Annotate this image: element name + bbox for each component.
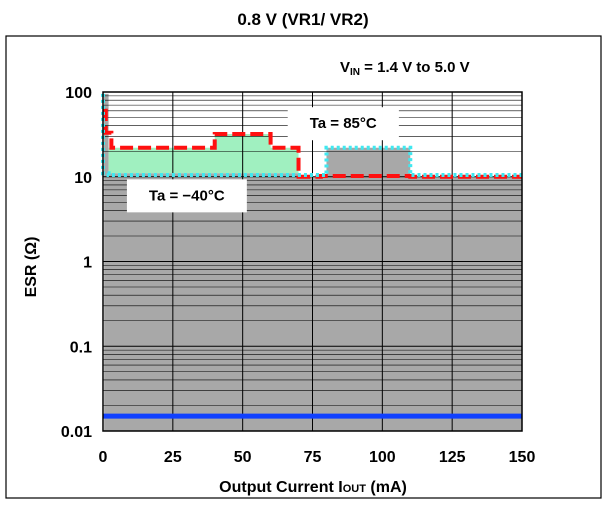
x-tick-labels: 0 25 50 75 100 125 150 bbox=[99, 449, 536, 466]
y-tick-label: 10 bbox=[74, 170, 92, 187]
y-tick-label: 0.1 bbox=[70, 339, 92, 356]
annotation-box bbox=[126, 179, 247, 213]
x-tick-label: 100 bbox=[369, 449, 396, 466]
y-tick-label: 100 bbox=[65, 85, 92, 102]
x-axis-label: Output Current IOUT (mA) bbox=[219, 479, 407, 496]
annotation-box bbox=[287, 107, 399, 141]
x-tick-label: 0 bbox=[99, 449, 108, 466]
y-tick-labels: 0.01 0.1 1 10 100 bbox=[61, 85, 92, 441]
series-layer bbox=[101, 93, 522, 419]
x-tick-label: 25 bbox=[164, 449, 182, 466]
annotation-ta-minus-40: Ta = −40°C bbox=[126, 179, 247, 213]
annotations-layer: Ta = 85°C Ta = −40°C bbox=[126, 107, 399, 213]
y-tick-label: 1 bbox=[83, 255, 92, 272]
outer-frame bbox=[5, 35, 602, 499]
chart-title: 0.8 V (VR1/ VR2) bbox=[237, 10, 368, 29]
y-axis-label: ESR (Ω) bbox=[23, 237, 40, 298]
series-line-ta-85 bbox=[103, 108, 522, 179]
x-tick-label: 75 bbox=[304, 449, 322, 466]
grid-layer bbox=[102, 92, 523, 432]
plot-border bbox=[102, 91, 523, 432]
annotation-text: Ta = 85°C bbox=[310, 115, 377, 132]
annotation-ta-85: Ta = 85°C bbox=[287, 107, 399, 141]
y-tick-label: 0.01 bbox=[61, 424, 92, 441]
series-line-ta-minus-40 bbox=[101, 93, 522, 177]
x-tick-label: 150 bbox=[509, 449, 536, 466]
x-tick-label: 50 bbox=[234, 449, 252, 466]
region-difference bbox=[108, 133, 299, 174]
condition-label: VIN = 1.4 V to 5.0 V bbox=[340, 59, 470, 78]
x-tick-label: 125 bbox=[439, 449, 466, 466]
annotation-text: Ta = −40°C bbox=[149, 187, 225, 204]
